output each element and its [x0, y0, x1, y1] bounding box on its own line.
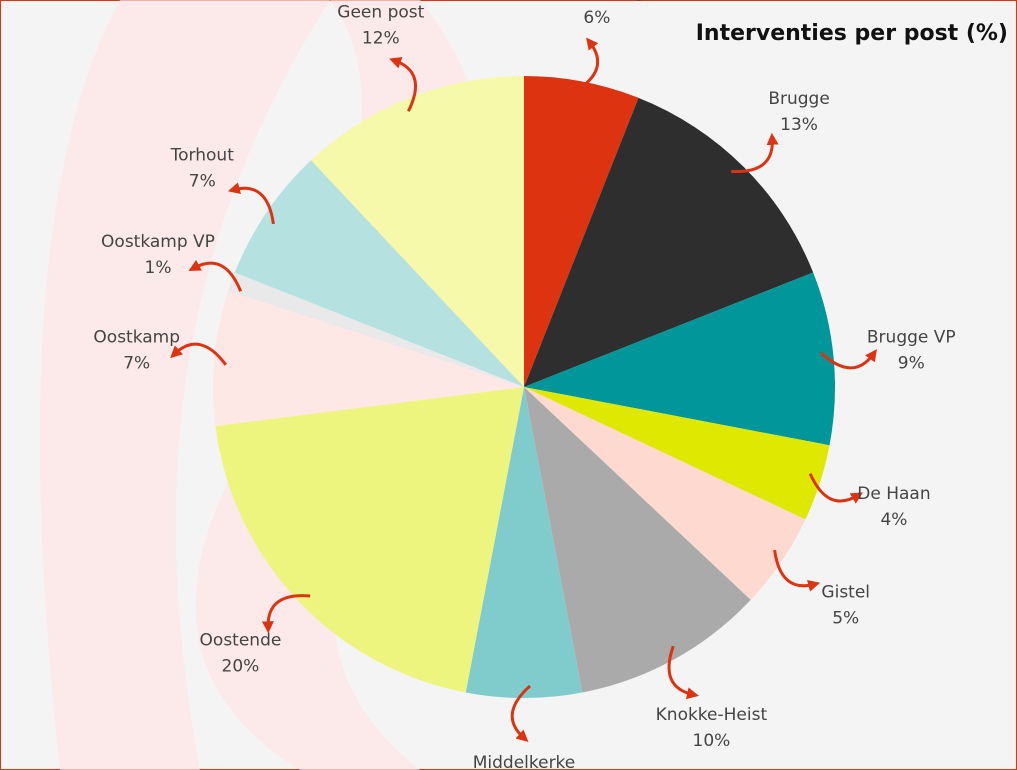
arrow — [510, 684, 531, 742]
slice-label: Geen post — [337, 2, 424, 22]
slice-value-label: 12% — [362, 28, 400, 48]
slice-label: Brugge — [768, 89, 829, 109]
slice-label: Oostkamp — [93, 327, 180, 347]
pie-slice — [524, 387, 806, 600]
pie-slice — [213, 290, 524, 426]
arrow — [773, 549, 821, 592]
chart-title: Interventies per post (%) — [696, 21, 1008, 46]
arrow — [389, 57, 417, 112]
slice-value-label: 10% — [693, 731, 731, 751]
slice-label: Knokke-Heist — [656, 705, 768, 725]
pie-slice — [215, 387, 524, 693]
pie-slice — [465, 387, 583, 698]
arrow — [227, 182, 275, 225]
slice-label: De Haan — [857, 484, 930, 504]
arrow — [731, 132, 779, 173]
slice-value-label: 4% — [880, 510, 907, 530]
slice-label: Middelkerke — [473, 753, 576, 770]
slice-value-label: 1% — [145, 258, 172, 278]
slice-value-label: 13% — [780, 115, 818, 135]
slice-label: Torhout — [170, 145, 235, 165]
pie-slice — [524, 272, 835, 446]
arrow — [808, 473, 863, 504]
pie — [213, 76, 835, 698]
slice-value-label: 5% — [832, 609, 859, 629]
pie-slice — [524, 387, 751, 693]
slice-label: Gistel — [821, 583, 870, 603]
slice-value-label: 20% — [222, 656, 260, 676]
decoration — [40, 0, 330, 770]
pie-slice — [524, 76, 639, 387]
pie-slice — [234, 160, 524, 387]
arrow — [170, 342, 228, 366]
pie-slice — [524, 387, 830, 520]
slice-value-label: 6% — [583, 8, 610, 28]
arrow — [573, 37, 600, 94]
arrow — [820, 349, 877, 370]
slice-label: Blankenberge — [538, 0, 655, 2]
pie-slice — [311, 76, 524, 387]
slice-label: Oostende — [200, 630, 282, 650]
slice-value-label: 7% — [189, 171, 216, 191]
pie-slice — [228, 272, 524, 387]
slice-value-label: 9% — [898, 353, 925, 373]
arrow — [188, 259, 243, 292]
slice-value-label: 7% — [123, 353, 150, 373]
arrow — [667, 645, 699, 700]
slice-label: Oostkamp VP — [101, 232, 215, 252]
slice-label: Brugge VP — [867, 327, 956, 347]
arrow — [261, 594, 311, 634]
